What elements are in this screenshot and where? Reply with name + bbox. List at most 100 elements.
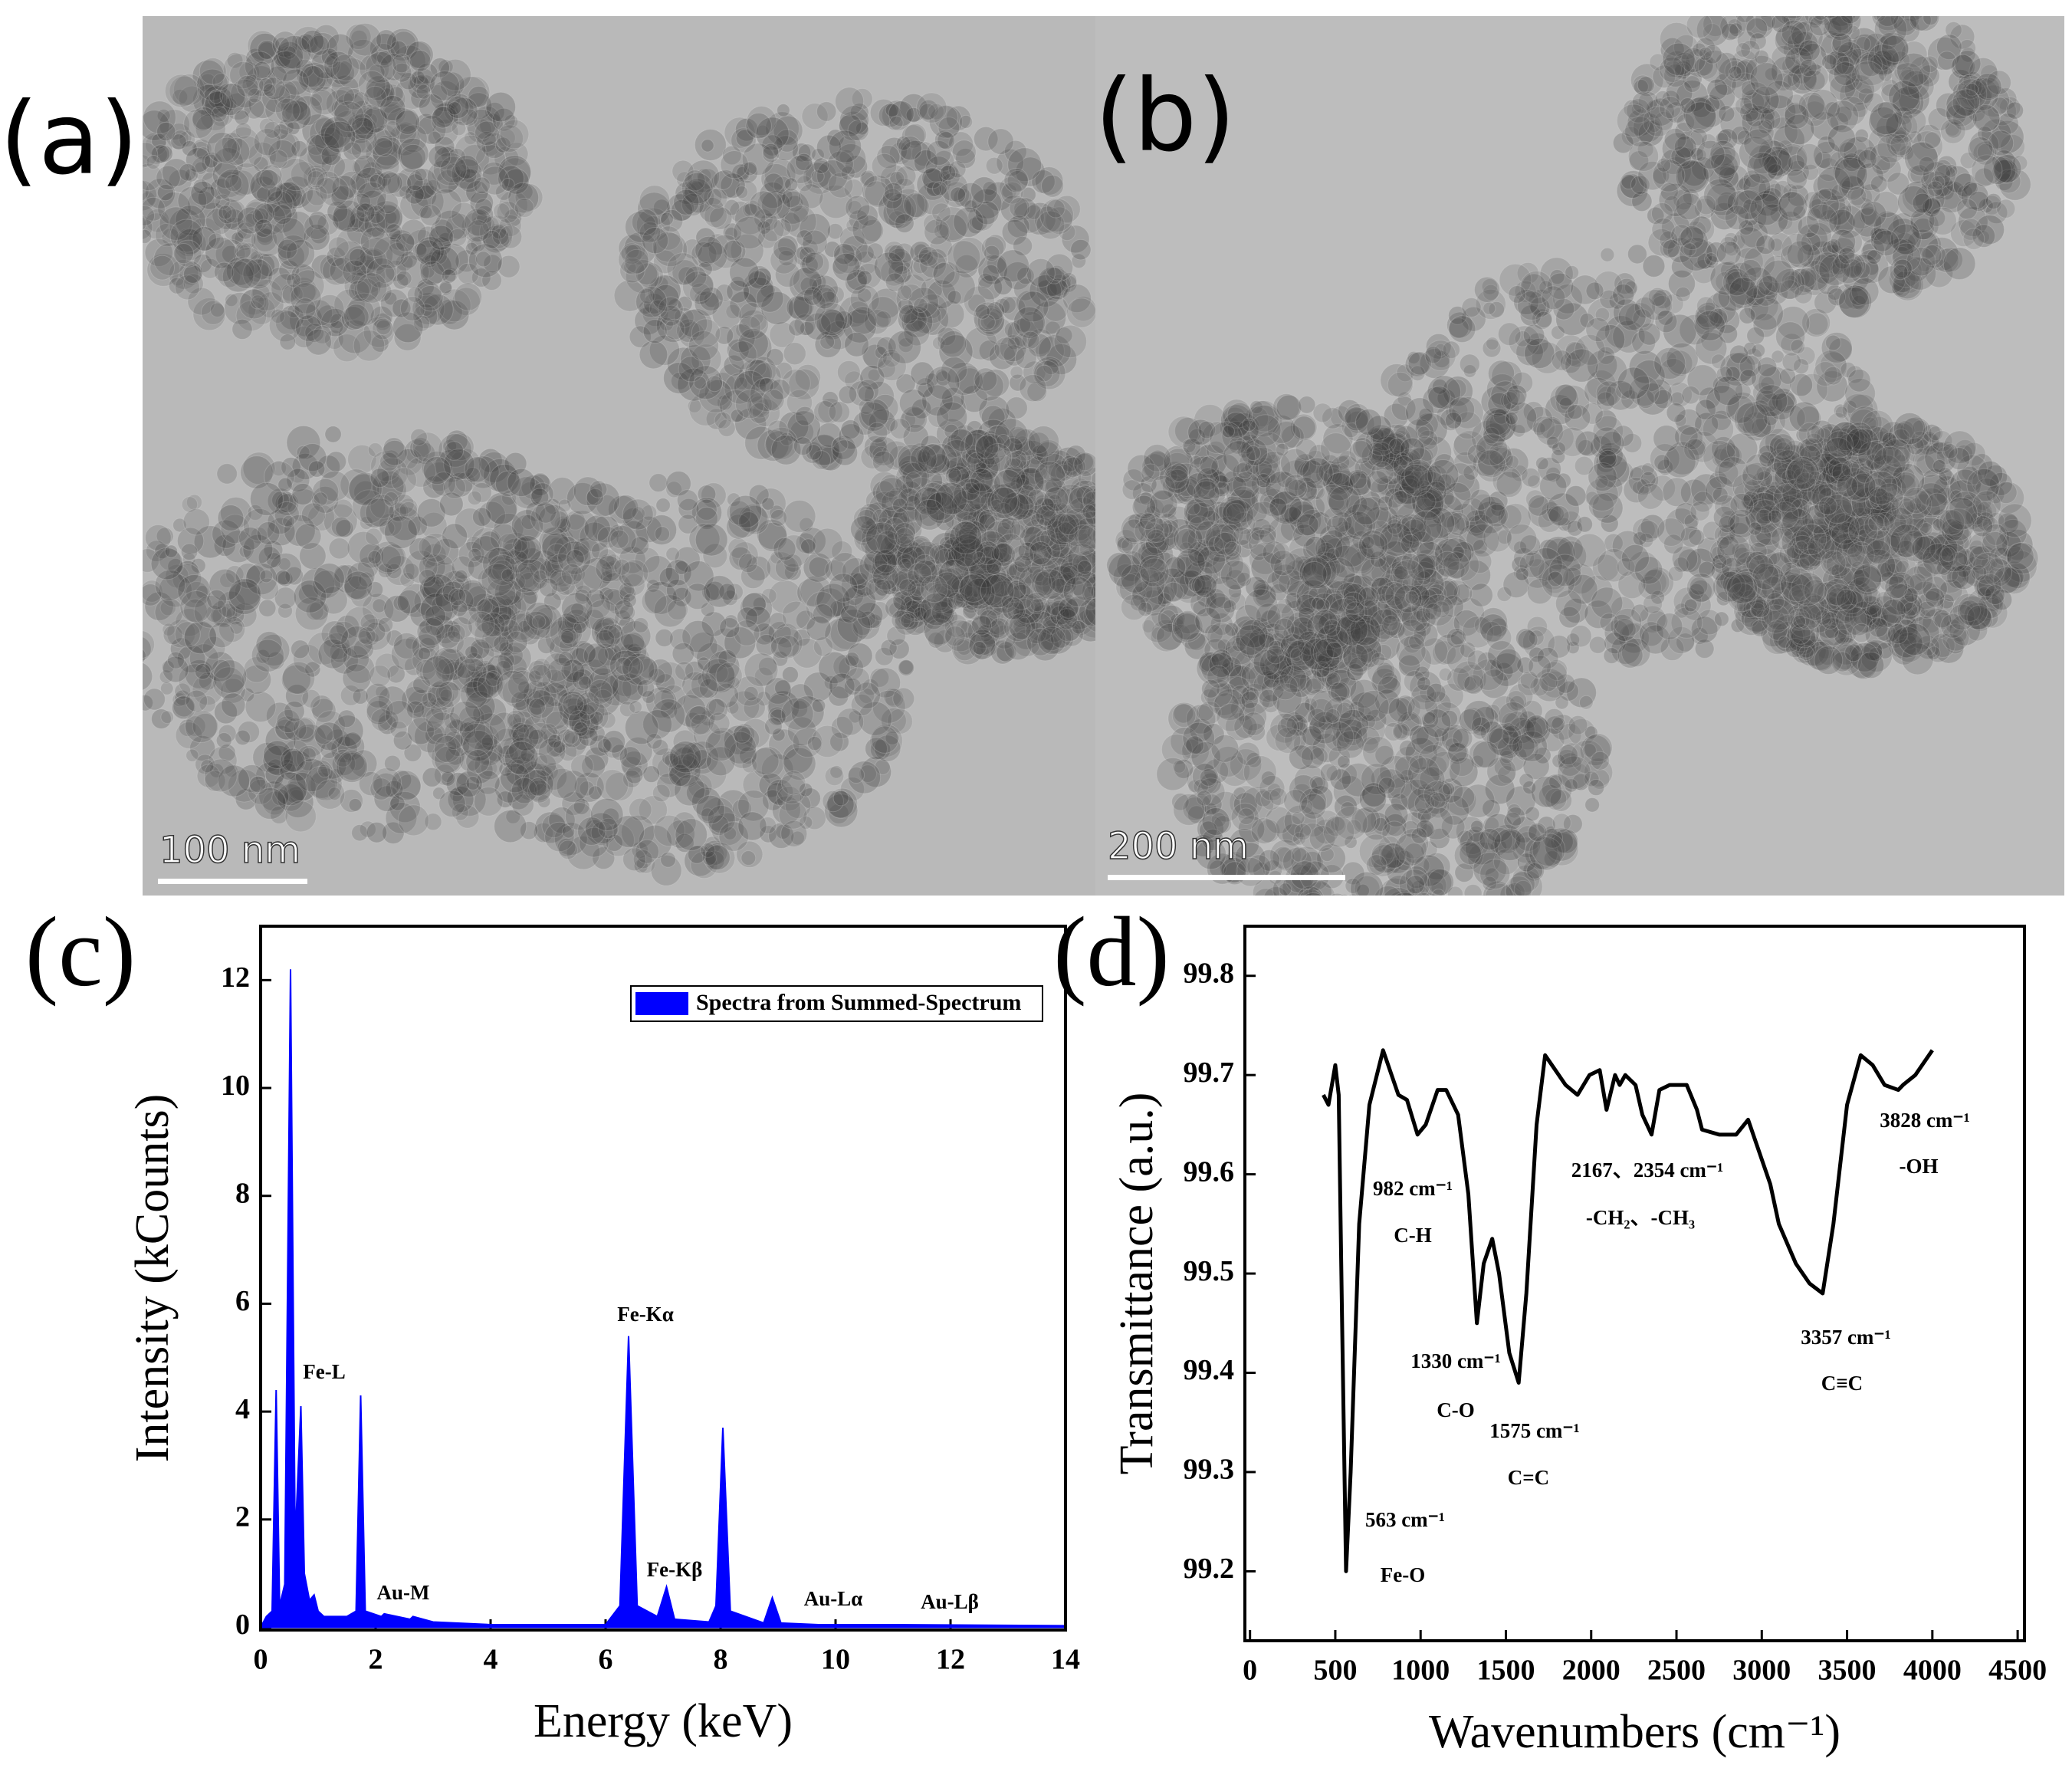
particle [182, 508, 210, 536]
particle [404, 184, 425, 205]
particle [353, 255, 376, 278]
particle [172, 243, 195, 265]
particle [674, 560, 689, 575]
particle [1810, 16, 1816, 17]
particle [162, 158, 191, 187]
particle [292, 325, 316, 348]
particle [230, 135, 264, 169]
particle [343, 141, 362, 161]
particle [350, 270, 382, 302]
particle [1637, 482, 1664, 510]
particle [781, 600, 811, 630]
particle [765, 111, 800, 146]
particle [275, 133, 301, 159]
particle [1808, 0, 1826, 13]
particle [305, 328, 332, 356]
particle [159, 109, 191, 141]
particle [225, 293, 238, 307]
particle [1569, 625, 1592, 648]
particle [670, 371, 689, 390]
particle [234, 110, 250, 126]
particle [368, 664, 392, 688]
particle [284, 102, 305, 123]
particle [383, 291, 398, 306]
particle [317, 213, 340, 235]
particle [248, 263, 272, 288]
particle [281, 100, 312, 130]
particle [353, 154, 378, 179]
particle [422, 692, 438, 708]
particle [327, 624, 350, 646]
particle [530, 502, 562, 534]
particle [788, 319, 806, 337]
particle [179, 590, 213, 623]
particle [1847, 0, 1863, 12]
particle [448, 173, 478, 203]
particle [195, 113, 226, 144]
particle [324, 61, 352, 88]
particle [235, 244, 251, 261]
particle [205, 208, 233, 235]
particle [1940, 118, 1966, 144]
particle [350, 117, 375, 141]
particle [282, 45, 297, 60]
particle [356, 181, 387, 212]
particle [274, 36, 290, 52]
particle [236, 222, 254, 240]
particle [841, 235, 869, 262]
particle [230, 78, 260, 109]
particle [345, 115, 375, 144]
particle [1613, 607, 1643, 637]
particle [399, 296, 425, 322]
particle [290, 282, 322, 314]
particle [920, 574, 948, 603]
particle [1567, 403, 1583, 420]
particle [290, 192, 305, 207]
particle [335, 226, 370, 261]
particle [240, 288, 268, 316]
tem-image-a [143, 16, 1095, 896]
particle [376, 170, 401, 195]
particle [356, 204, 369, 218]
particle [245, 65, 277, 97]
particle [297, 33, 315, 51]
particle [1823, 366, 1843, 386]
particle [281, 661, 316, 695]
particle [298, 143, 333, 179]
particle [457, 262, 480, 285]
particle [157, 191, 192, 226]
particle [426, 159, 461, 195]
particle [274, 182, 303, 210]
particle [169, 208, 202, 242]
particle [430, 105, 460, 134]
particle [199, 58, 227, 85]
particle [199, 202, 228, 232]
particle [223, 217, 248, 242]
particle [828, 401, 851, 423]
particle [350, 138, 373, 161]
particle [437, 298, 463, 325]
particle [253, 156, 269, 173]
particle [264, 196, 281, 214]
particle [275, 41, 304, 70]
particle [143, 179, 158, 212]
particle [211, 106, 228, 123]
particle [583, 643, 609, 669]
particle [143, 132, 173, 165]
particle [838, 385, 858, 405]
particle [1585, 317, 1611, 343]
particle [254, 219, 274, 238]
particle [379, 87, 394, 102]
particle [561, 825, 576, 839]
particle [143, 212, 170, 240]
particle [392, 44, 427, 79]
particle [212, 161, 240, 189]
particle [169, 219, 204, 253]
particle [348, 248, 367, 267]
particle [871, 288, 902, 320]
particle [195, 146, 211, 162]
particle [229, 61, 258, 90]
particle [226, 127, 261, 161]
particle [1637, 76, 1655, 94]
particle [939, 164, 957, 182]
